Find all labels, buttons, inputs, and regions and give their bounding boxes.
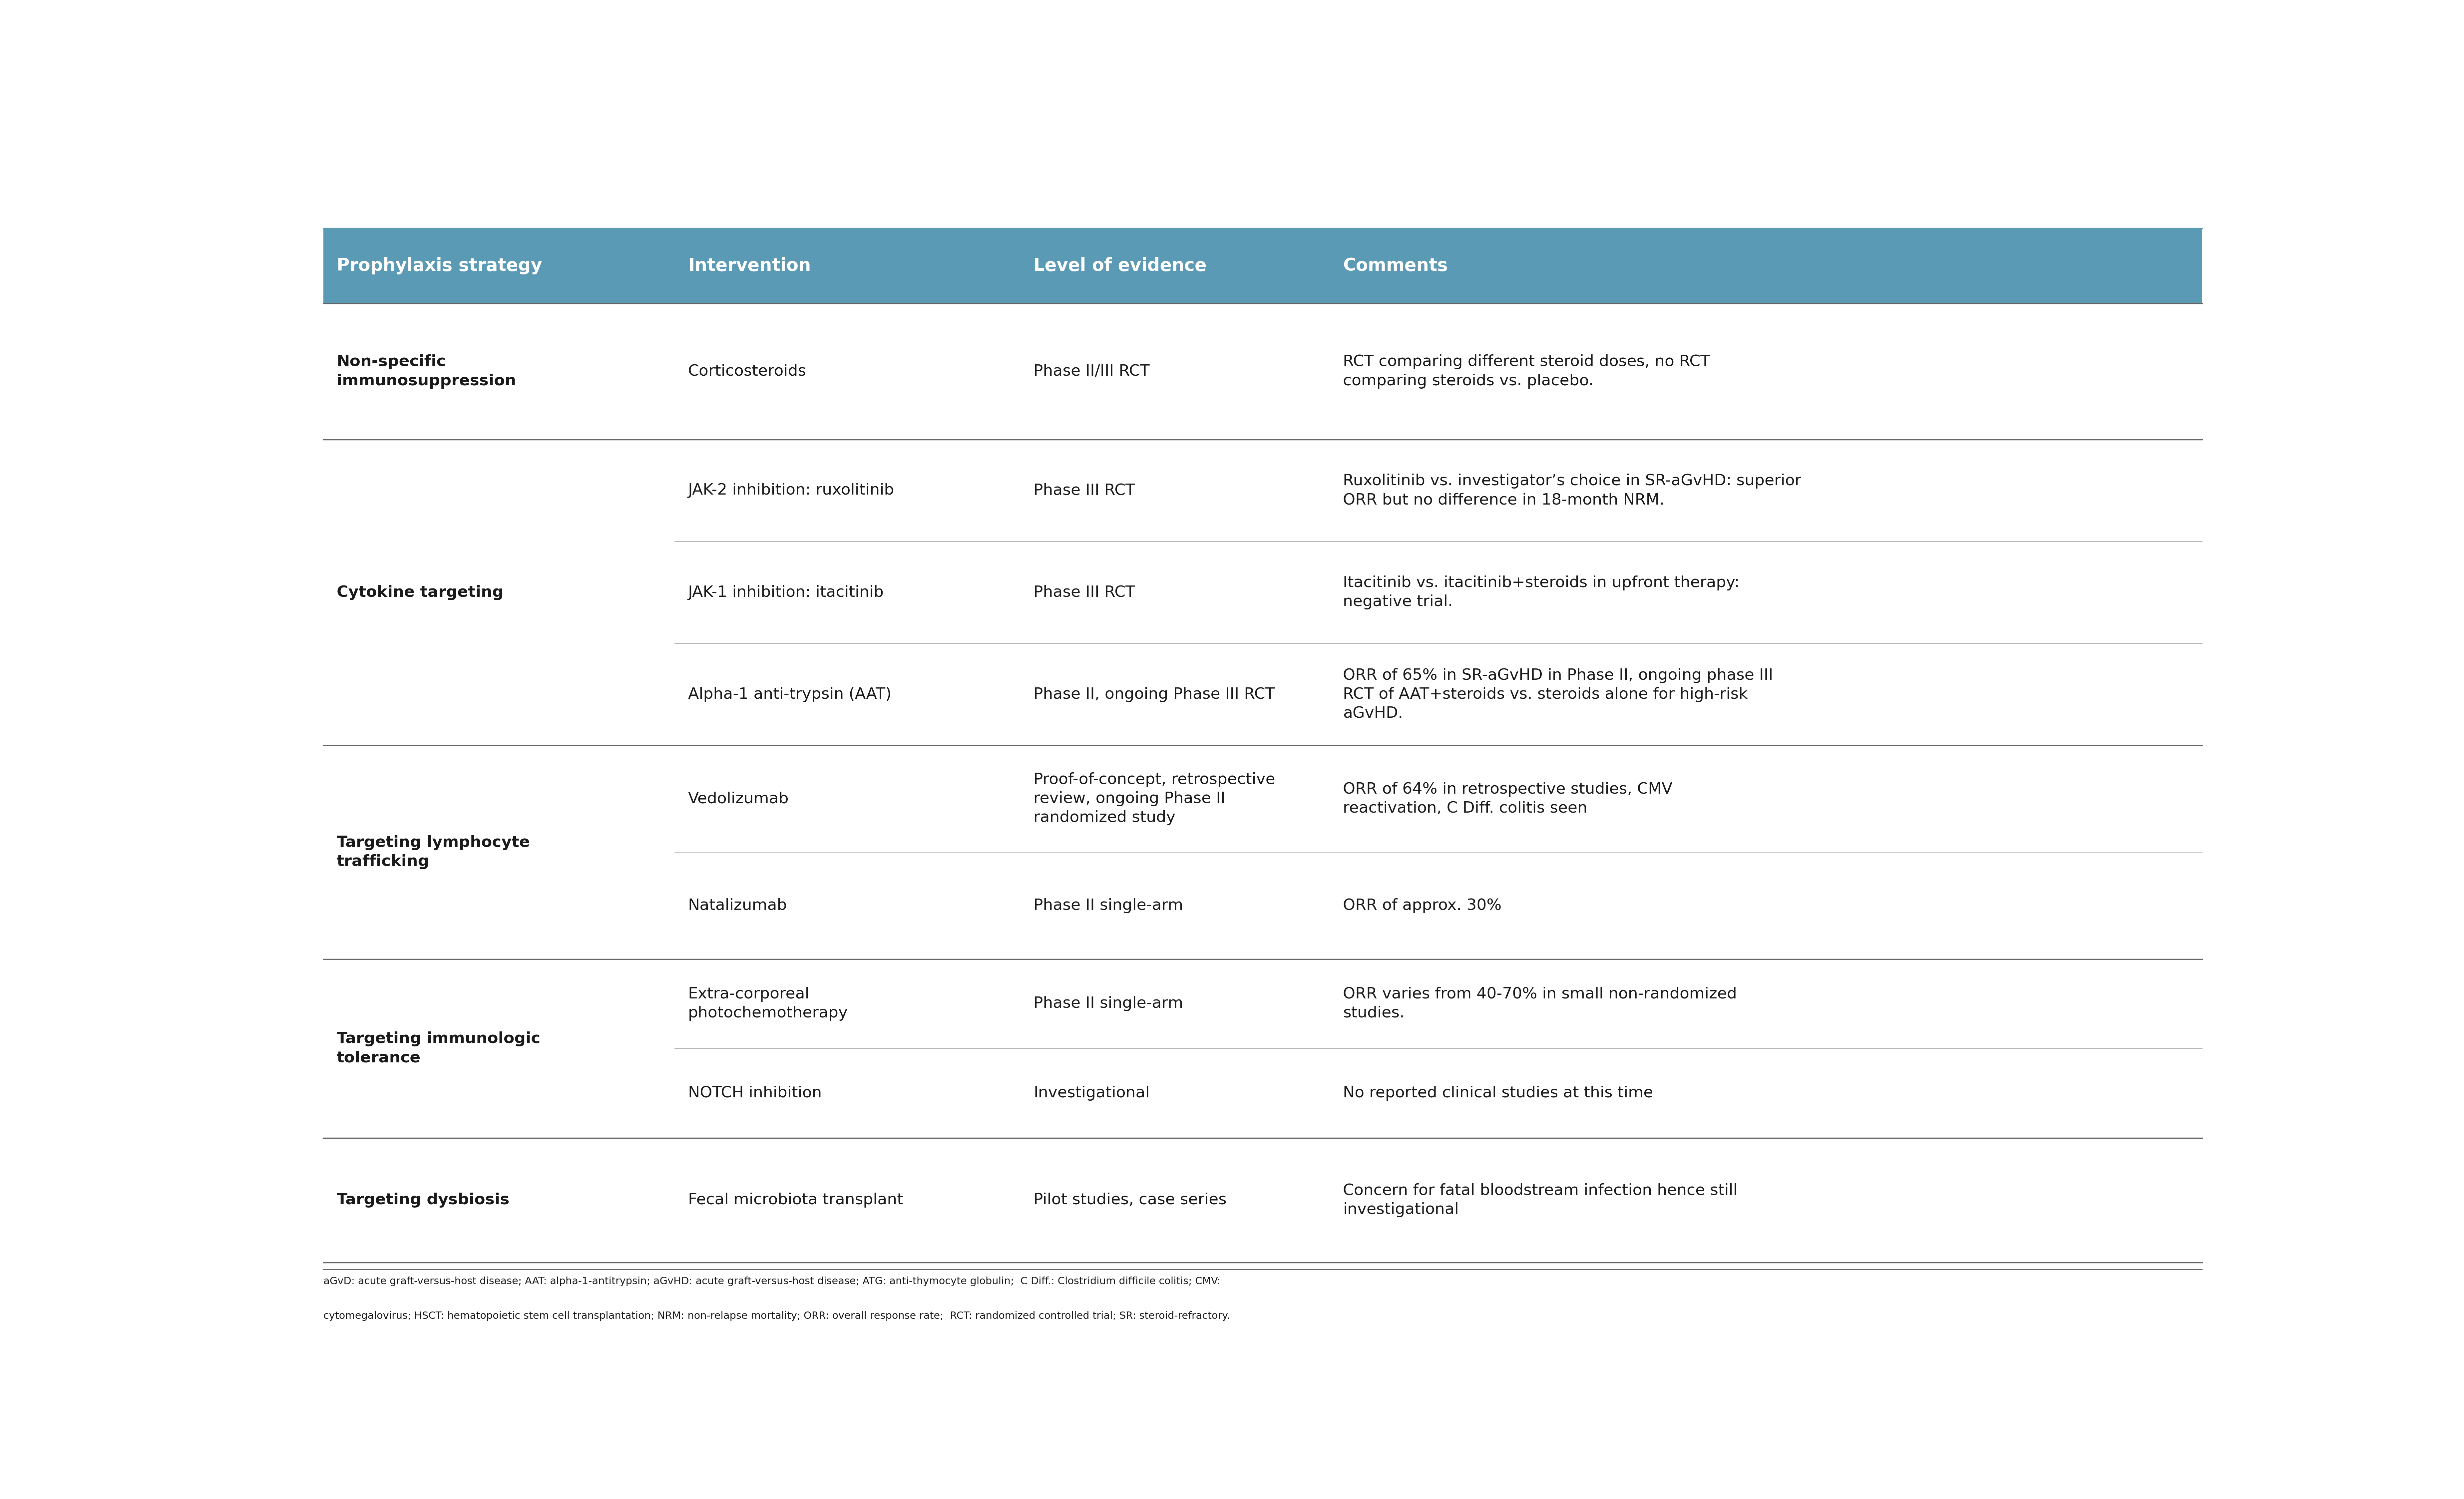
Text: Proof-of-concept, retrospective
review, ongoing Phase II
randomized study: Proof-of-concept, retrospective review, …: [1035, 772, 1276, 826]
Text: Comments: Comments: [1343, 258, 1449, 274]
Text: Phase III RCT: Phase III RCT: [1035, 483, 1136, 498]
Text: JAK-2 inhibition: ruxolitinib: JAK-2 inhibition: ruxolitinib: [687, 483, 894, 498]
Text: Prophylaxis strategy: Prophylaxis strategy: [338, 258, 542, 274]
Text: Phase II single-arm: Phase II single-arm: [1035, 997, 1183, 1012]
Text: No reported clinical studies at this time: No reported clinical studies at this tim…: [1343, 1085, 1653, 1100]
Text: Targeting dysbiosis: Targeting dysbiosis: [338, 1193, 510, 1208]
Text: ORR of 65% in SR-aGvHD in Phase II, ongoing phase III
RCT of AAT+steroids vs. st: ORR of 65% in SR-aGvHD in Phase II, ongo…: [1343, 669, 1774, 721]
Text: Extra-corporeal
photochemotherapy: Extra-corporeal photochemotherapy: [687, 986, 848, 1021]
Text: NOTCH inhibition: NOTCH inhibition: [687, 1085, 821, 1100]
Text: JAK-1 inhibition: itacitinib: JAK-1 inhibition: itacitinib: [687, 585, 885, 600]
Text: Non-specific
immunosuppression: Non-specific immunosuppression: [338, 354, 515, 388]
Text: aGvD: acute graft-versus-host disease; AAT: alpha-1-antitrypsin; aGvHD: acute gr: aGvD: acute graft-versus-host disease; A…: [323, 1277, 1220, 1286]
Text: Ruxolitinib vs. investigator’s choice in SR-aGvHD: superior
ORR but no differenc: Ruxolitinib vs. investigator’s choice in…: [1343, 474, 1801, 508]
Text: Level of evidence: Level of evidence: [1035, 258, 1207, 274]
Text: Targeting lymphocyte
trafficking: Targeting lymphocyte trafficking: [338, 835, 530, 869]
Text: Investigational: Investigational: [1035, 1085, 1151, 1100]
Text: Phase II/III RCT: Phase II/III RCT: [1035, 364, 1151, 379]
Text: Corticosteroids: Corticosteroids: [687, 364, 806, 379]
Text: Pilot studies, case series: Pilot studies, case series: [1035, 1193, 1227, 1208]
Text: Vedolizumab: Vedolizumab: [687, 791, 788, 806]
Text: Fecal microbiota transplant: Fecal microbiota transplant: [687, 1193, 904, 1208]
Text: Phase III RCT: Phase III RCT: [1035, 585, 1136, 600]
Text: Cytokine targeting: Cytokine targeting: [338, 585, 503, 600]
Text: Itacitinib vs. itacitinib+steroids in upfront therapy:
negative trial.: Itacitinib vs. itacitinib+steroids in up…: [1343, 576, 1740, 610]
Text: Phase II, ongoing Phase III RCT: Phase II, ongoing Phase III RCT: [1035, 687, 1274, 702]
Text: ORR of approx. 30%: ORR of approx. 30%: [1343, 898, 1501, 913]
Text: ORR of 64% in retrospective studies, CMV
reactivation, C Diff. colitis seen: ORR of 64% in retrospective studies, CMV…: [1343, 782, 1673, 815]
Bar: [323, 228, 2203, 303]
Text: RCT comparing different steroid doses, no RCT
comparing steroids vs. placebo.: RCT comparing different steroid doses, n…: [1343, 354, 1710, 388]
Text: Intervention: Intervention: [687, 258, 811, 274]
Text: Concern for fatal bloodstream infection hence still
investigational: Concern for fatal bloodstream infection …: [1343, 1183, 1737, 1217]
Text: cytomegalovirus; HSCT: hematopoietic stem cell transplantation; NRM: non-relapse: cytomegalovirus; HSCT: hematopoietic ste…: [323, 1312, 1230, 1321]
Text: Phase II single-arm: Phase II single-arm: [1035, 898, 1183, 913]
Text: Alpha-1 anti-trypsin (AAT): Alpha-1 anti-trypsin (AAT): [687, 687, 892, 702]
Text: Targeting immunologic
tolerance: Targeting immunologic tolerance: [338, 1031, 540, 1066]
Text: ORR varies from 40-70% in small non-randomized
studies.: ORR varies from 40-70% in small non-rand…: [1343, 986, 1737, 1021]
Text: Natalizumab: Natalizumab: [687, 898, 786, 913]
